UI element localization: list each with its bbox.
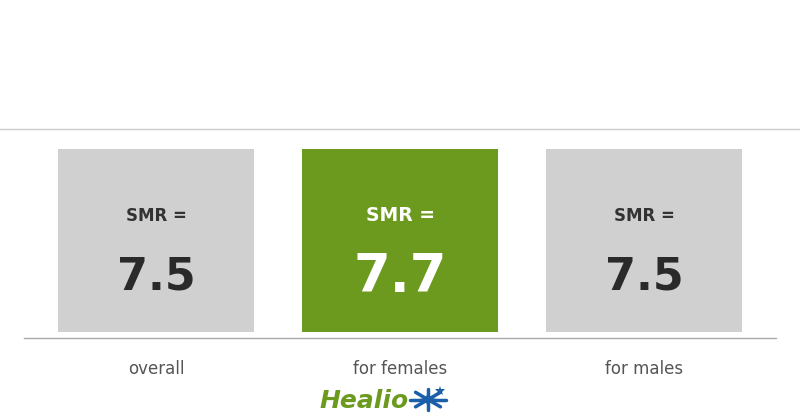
Text: SMR =: SMR = bbox=[126, 207, 186, 225]
Bar bbox=[302, 149, 498, 333]
Text: Risk of premature death among patients discharged from: Risk of premature death among patients d… bbox=[83, 29, 717, 48]
Text: for females: for females bbox=[353, 360, 447, 378]
Text: SMR =: SMR = bbox=[614, 207, 674, 225]
Text: SMR =: SMR = bbox=[366, 206, 434, 225]
Text: 7.5: 7.5 bbox=[605, 256, 683, 299]
Text: 7.7: 7.7 bbox=[354, 251, 446, 303]
Text: psychiatric hospitalization based on standardized mortality ratios:: psychiatric hospitalization based on sta… bbox=[34, 83, 766, 102]
Text: for males: for males bbox=[605, 360, 683, 378]
Text: 7.5: 7.5 bbox=[117, 256, 195, 299]
Bar bbox=[58, 149, 254, 333]
Bar bbox=[546, 149, 742, 333]
Polygon shape bbox=[414, 393, 442, 407]
Text: overall: overall bbox=[128, 360, 184, 378]
Text: Healio: Healio bbox=[319, 389, 409, 413]
